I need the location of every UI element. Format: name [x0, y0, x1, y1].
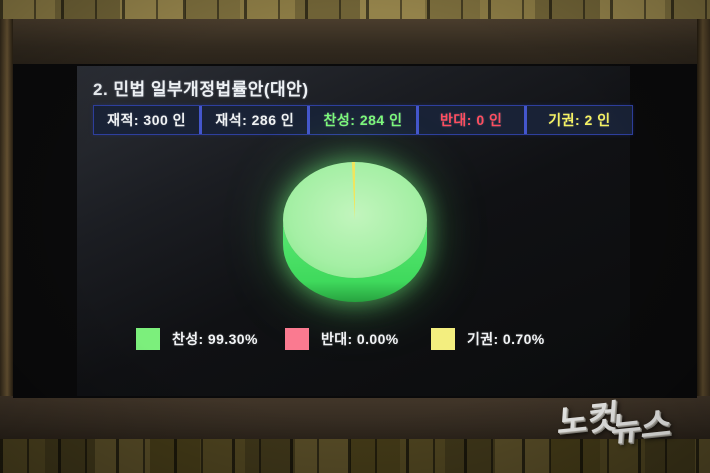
wood-paneling-bottom [0, 439, 710, 473]
legend-swatch-yes [136, 328, 160, 350]
legend-item-no: 반대: 0.00% [285, 328, 399, 350]
stat-no-votes: 반대: 0 인 [415, 106, 524, 134]
legend-swatch-no [285, 328, 309, 350]
legend-label-yes: 찬성: 99.30% [172, 331, 258, 347]
wall-band-bottom [0, 396, 710, 439]
vote-pie-chart [280, 160, 430, 310]
stat-yes-votes: 찬성: 284 인 [307, 106, 415, 134]
pie-chart-svg [283, 162, 427, 302]
legend-item-yes: 찬성: 99.30% [136, 328, 258, 350]
vote-display-screen: 2. 민법 일부개정법률안(대안) 재적: 300 인 재석: 286 인 찬성… [77, 66, 633, 396]
stat-present-members: 재석: 286 인 [199, 106, 307, 134]
legend-item-abstain: 기권: 0.70% [431, 328, 545, 350]
legend-label-no: 반대: 0.00% [321, 331, 399, 347]
wall-band-top [0, 19, 710, 65]
stat-abstain-votes: 기권: 2 인 [523, 106, 632, 134]
legend-swatch-abstain [431, 328, 455, 350]
wood-edge-left [0, 19, 13, 449]
vote-stats-bar: 재적: 300 인 재석: 286 인 찬성: 284 인 반대: 0 인 기권… [93, 105, 633, 135]
stat-total-members: 재적: 300 인 [107, 112, 187, 128]
wood-edge-right [697, 19, 710, 449]
agenda-title: 2. 민법 일부개정법률안(대안) [93, 80, 309, 99]
legend-label-abstain: 기권: 0.70% [467, 331, 545, 347]
watermark-part2: 뉴스 [609, 404, 673, 449]
nocut-news-watermark: 노컷뉴스 [554, 390, 708, 473]
wood-paneling-top [0, 0, 710, 19]
